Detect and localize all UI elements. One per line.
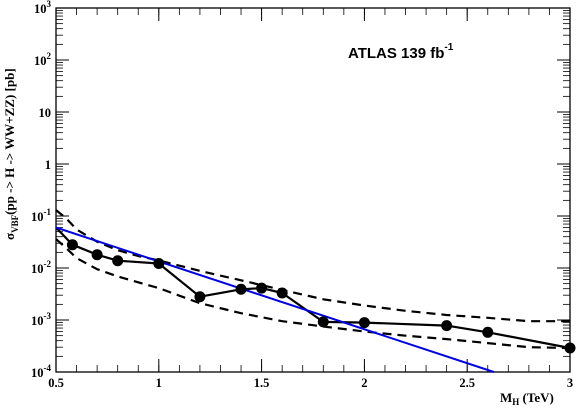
- series-band-lower: [55, 238, 571, 350]
- observed-point: [276, 287, 288, 299]
- y-tick-label: 103: [34, 0, 52, 16]
- y-tick-exponent: -4: [44, 363, 52, 373]
- y-tick-exponent: -2: [44, 259, 52, 269]
- y-tick-label: 10-2: [31, 259, 51, 276]
- x-axis-label: MH (TeV): [500, 390, 554, 407]
- observed-point: [256, 282, 268, 294]
- y-tick-exponent: -1: [44, 207, 52, 217]
- series-band-upper: [55, 209, 570, 323]
- observed-point: [482, 326, 494, 338]
- observed-point: [358, 317, 370, 329]
- y-tick-label: 10-4: [31, 363, 51, 380]
- y-tick-base: 10: [31, 366, 44, 380]
- y-tick-base: 10: [34, 54, 47, 68]
- observed-point: [91, 249, 103, 261]
- series-observed: [55, 226, 571, 350]
- observed-point: [441, 320, 453, 332]
- x-tick-label: 1: [156, 376, 162, 390]
- y-tick-label: 102: [34, 51, 52, 68]
- y-tick-base: 10: [31, 262, 44, 276]
- y-tick-label: 10: [39, 106, 52, 120]
- x-tick-label: 0.5: [48, 376, 64, 390]
- annotation: ATLAS 139 fb-1: [348, 42, 454, 62]
- series-group: [55, 209, 571, 373]
- observed-point: [194, 291, 206, 303]
- observed-point: [153, 258, 165, 270]
- x-tick-label: 2.5: [459, 376, 475, 390]
- y-tick-exponent: 3: [47, 0, 52, 9]
- y-tick-base: 10: [31, 210, 44, 224]
- observed-point: [112, 255, 124, 267]
- x-tick-label: 3: [567, 376, 573, 390]
- x-tick-label: 1.5: [254, 376, 270, 390]
- y-tick-label: 10-1: [31, 207, 51, 224]
- y-tick-base: 10: [39, 106, 52, 120]
- y-tick-exponent: -3: [44, 311, 52, 321]
- observed-point: [317, 316, 329, 328]
- y-tick-base: 10: [31, 314, 44, 328]
- observed-point: [235, 283, 247, 295]
- marker-group: [66, 239, 576, 354]
- y-tick-base: 10: [34, 2, 47, 16]
- y-tick-base: 1: [45, 158, 51, 172]
- observed-point: [66, 239, 78, 251]
- series-theory: [55, 226, 495, 373]
- y-tick-exponent: 2: [47, 51, 52, 61]
- y-tick-label: 10-3: [31, 311, 51, 328]
- plot-frame: [55, 7, 571, 373]
- y-axis-label: σVBF(pp -> H -> WW+ZZ) [pb]: [2, 68, 20, 240]
- observed-point: [564, 342, 576, 354]
- y-tick-label: 1: [45, 158, 51, 172]
- x-tick-label: 2: [361, 376, 367, 390]
